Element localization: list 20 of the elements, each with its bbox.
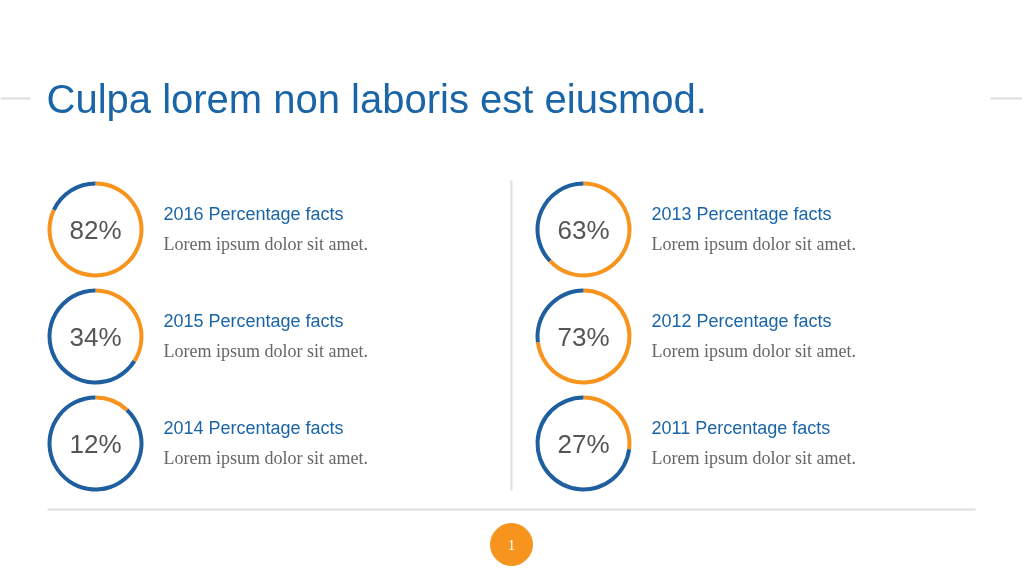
text: Lorem ipsum dolor sit amet.	[163, 340, 368, 361]
text: 2015 Percentage facts	[163, 310, 344, 331]
text: 1	[507, 536, 516, 553]
text: 2016 Percentage facts	[163, 203, 344, 224]
text: 82%	[69, 214, 122, 245]
text: Lorem ipsum dolor sit amet.	[163, 233, 368, 254]
text: Lorem ipsum dolor sit amet.	[651, 447, 856, 468]
text: Culpa lorem non laboris est eiusmod.	[46, 76, 707, 121]
text: 73%	[557, 321, 610, 352]
text: 27%	[557, 428, 610, 459]
text: 2012 Percentage facts	[651, 310, 832, 331]
text: Lorem ipsum dolor sit amet.	[163, 447, 368, 468]
text: 34%	[69, 321, 122, 352]
text: Lorem ipsum dolor sit amet.	[651, 340, 856, 361]
text: 63%	[557, 214, 610, 245]
text: Lorem ipsum dolor sit amet.	[651, 233, 856, 254]
text: 12%	[69, 428, 122, 459]
text: 2013 Percentage facts	[651, 203, 832, 224]
text: 2011 Percentage facts	[651, 417, 831, 438]
text: 2014 Percentage facts	[163, 417, 344, 438]
